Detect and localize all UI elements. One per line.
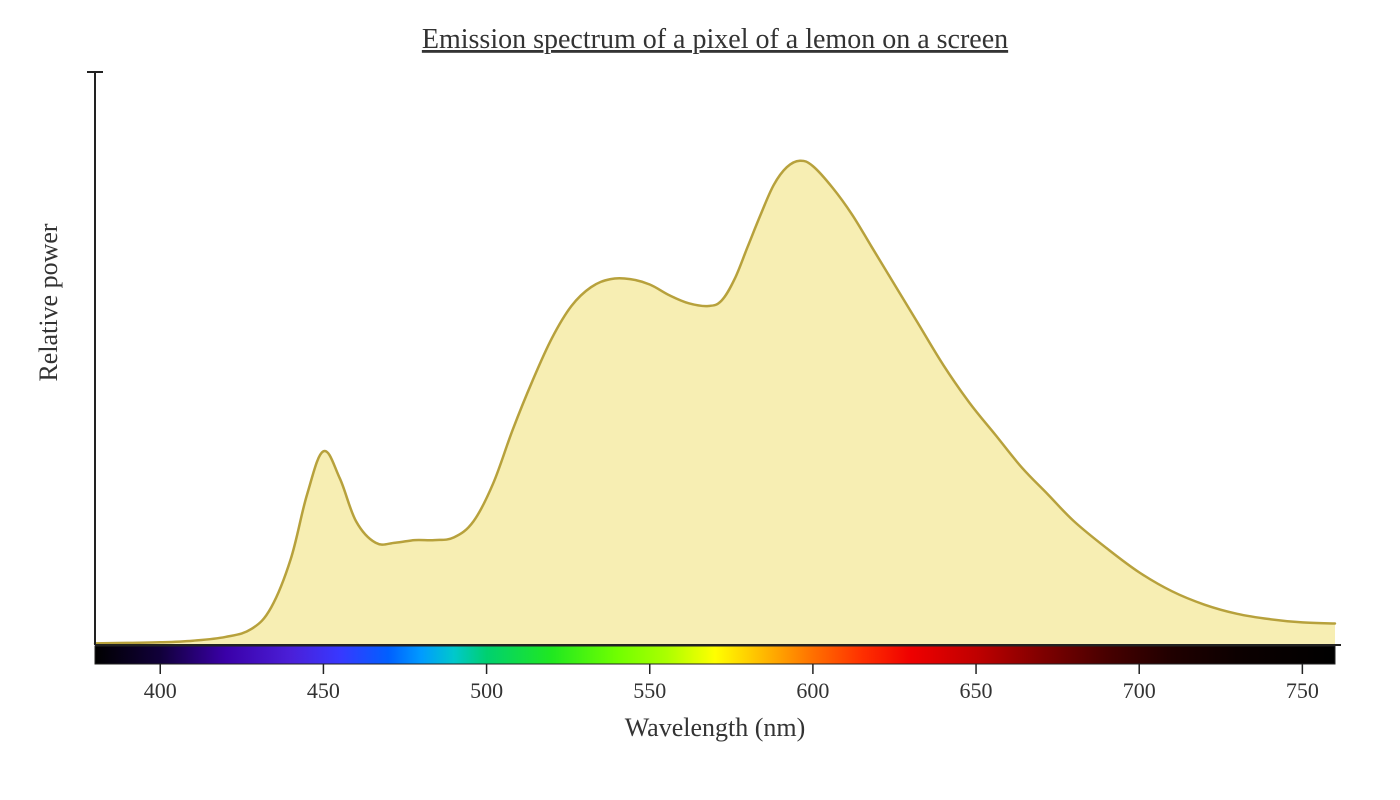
x-tick-label: 600	[796, 678, 829, 703]
chart-title: Emission spectrum of a pixel of a lemon …	[422, 24, 1008, 55]
x-tick-label: 400	[144, 678, 177, 703]
x-axis-label: Wavelength (nm)	[625, 713, 806, 742]
y-axis-label: Relative power	[34, 223, 63, 381]
spectrum-area	[95, 161, 1335, 645]
visible-spectrum-bar	[95, 646, 1335, 664]
x-tick-label: 750	[1286, 678, 1319, 703]
x-tick-label: 450	[307, 678, 340, 703]
spectrum-chart: Emission spectrum of a pixel of a lemon …	[0, 0, 1400, 800]
x-tick-label: 650	[960, 678, 993, 703]
x-tick-label: 500	[470, 678, 503, 703]
x-tick-label: 700	[1123, 678, 1156, 703]
x-tick-label: 550	[633, 678, 666, 703]
chart-svg: Emission spectrum of a pixel of a lemon …	[0, 0, 1400, 800]
